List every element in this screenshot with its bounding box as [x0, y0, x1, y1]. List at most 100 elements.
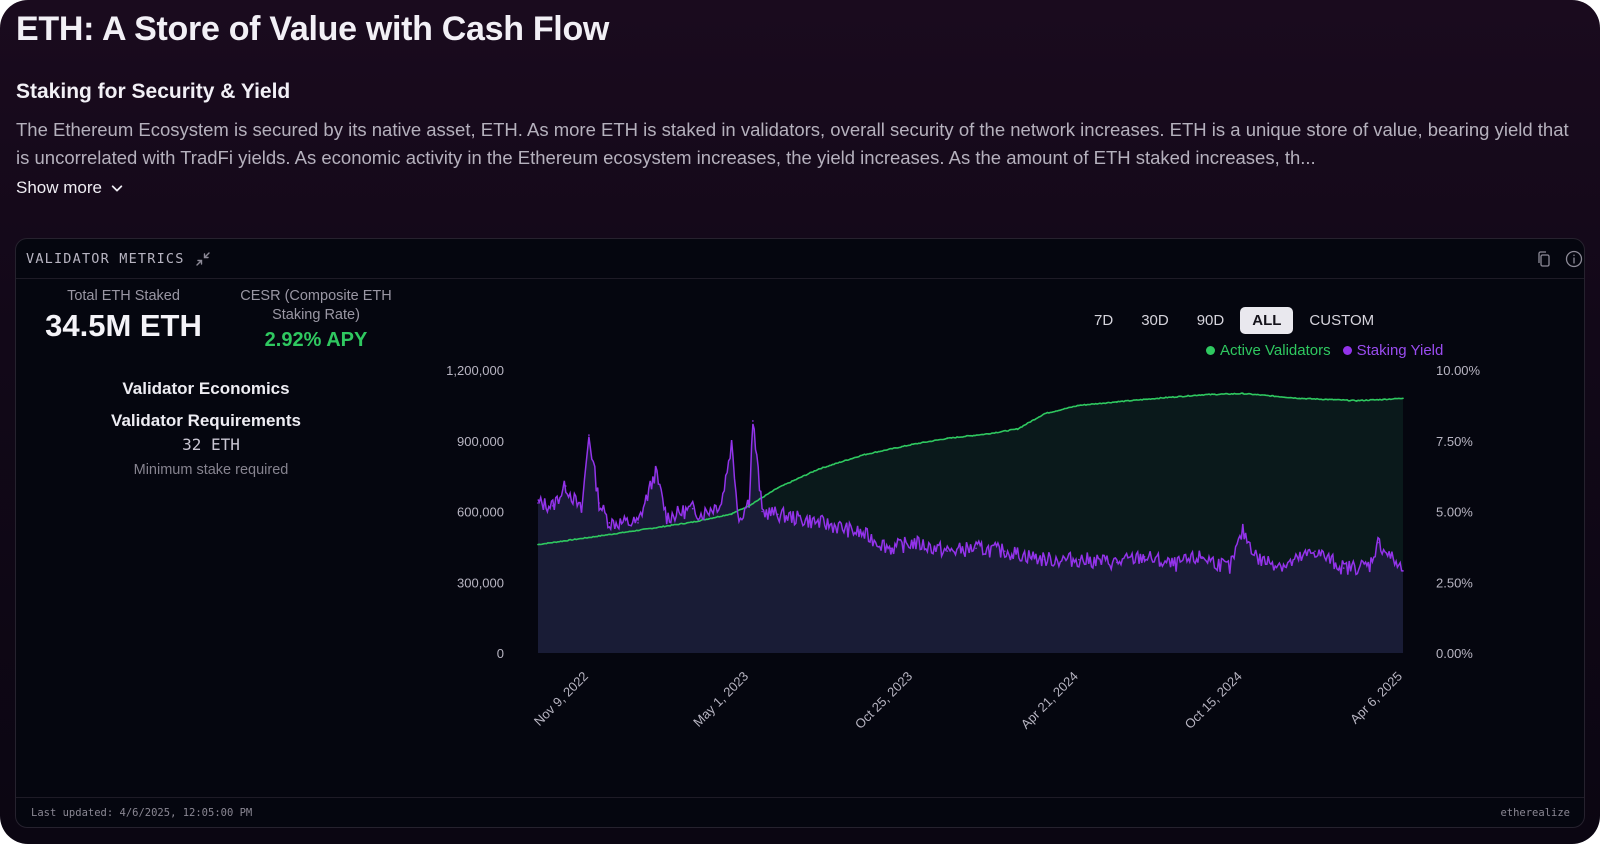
- range-button-all[interactable]: ALL: [1240, 307, 1294, 334]
- yield-point: [700, 513, 702, 516]
- legend-label-validators: Active Validators: [1220, 342, 1331, 359]
- yield-point: [1342, 567, 1345, 569]
- yield-point: [752, 420, 754, 422]
- validators-point: [748, 504, 750, 507]
- yield-point: [1201, 555, 1203, 558]
- yield-point: [1314, 550, 1316, 552]
- yield-point: [1402, 570, 1404, 572]
- validators-point: [730, 513, 733, 515]
- right-axis-tick-label: 2.50%: [1436, 575, 1473, 590]
- yield-point: [1030, 555, 1033, 558]
- validators-point: [1402, 397, 1404, 400]
- yield-point: [946, 550, 949, 552]
- yield-point: [1257, 558, 1260, 561]
- validators-point: [912, 443, 914, 446]
- validators-point: [1201, 393, 1203, 396]
- validators-point: [777, 487, 779, 489]
- validators-point: [988, 432, 990, 435]
- validators-point: [1327, 398, 1329, 401]
- right-axis-tick-label: 0.00%: [1436, 646, 1473, 661]
- section-title: Staking for Security & Yield: [16, 80, 291, 103]
- legend-label-yield: Staking Yield: [1356, 342, 1444, 359]
- active-validators-line: [537, 392, 1404, 546]
- yield-point: [580, 510, 583, 513]
- legend-item-validators[interactable]: Active Validators: [1206, 342, 1331, 359]
- yield-point: [665, 516, 668, 518]
- validator-requirements-title: Validator Requirements: [111, 411, 301, 430]
- yield-point: [833, 524, 836, 527]
- requirement-value: 32 ETH: [182, 435, 240, 454]
- validators-point: [862, 454, 864, 456]
- x-axis-tick-label: Oct 25, 2023: [852, 669, 915, 732]
- cesr-value: 2.92% APY: [264, 329, 368, 351]
- right-axis-tick-label: 7.50%: [1436, 434, 1473, 449]
- range-button-30d[interactable]: 30D: [1141, 312, 1169, 329]
- card-header: VALIDATOR METRICS: [16, 239, 1584, 279]
- yield-point: [730, 442, 733, 445]
- validator-chart: 0 300,000 600,000 900,000 1,200,000 0.00% 2.50…: [446, 363, 1481, 732]
- yield-point: [862, 533, 864, 535]
- chart-legend: Active Validators Staking Yield: [1206, 342, 1443, 359]
- validators-point: [537, 543, 539, 546]
- yield-point: [738, 519, 740, 521]
- section-description: The Ethereum Ecosystem is secured by its…: [16, 119, 1569, 168]
- left-axis-tick-label: 600,000: [457, 505, 504, 520]
- yield-point: [637, 522, 639, 524]
- validators-point: [1298, 397, 1301, 400]
- header-actions: [1534, 249, 1584, 269]
- validators-point: [1241, 392, 1244, 395]
- total-staked-value: 34.5M ETH: [45, 308, 202, 343]
- yield-point: [1229, 567, 1231, 569]
- cesr-label-line2: Staking Rate): [272, 307, 360, 323]
- validators-point: [817, 468, 820, 470]
- yield-point: [1003, 550, 1006, 552]
- yield-point: [654, 471, 657, 473]
- yield-point: [804, 519, 807, 521]
- legend-dot-validators: [1206, 346, 1215, 355]
- copy-icon[interactable]: [1534, 249, 1554, 269]
- yield-point: [761, 510, 763, 513]
- card-footer: Last updated: 4/6/2025, 12:05:00 PM ethe…: [16, 797, 1584, 827]
- right-axis-tick-label: 10.00%: [1436, 363, 1481, 378]
- yield-point: [912, 541, 914, 544]
- validators-point: [1355, 399, 1358, 402]
- staking-yield-line: [537, 423, 1404, 576]
- show-more-button[interactable]: Show more: [16, 178, 124, 198]
- validators-point: [588, 536, 590, 539]
- collapse-icon[interactable]: [195, 251, 211, 267]
- left-axis-tick-label: 0: [497, 646, 504, 661]
- last-updated: Last updated: 4/6/2025, 12:05:00 PM: [31, 807, 253, 819]
- validators-point: [637, 529, 639, 532]
- yield-point: [975, 547, 977, 550]
- yield-point: [1116, 561, 1118, 564]
- staking-yield-area: [538, 423, 1403, 653]
- requirement-note: Minimum stake required: [133, 462, 289, 478]
- yield-point: [777, 513, 779, 516]
- validators-point: [1116, 401, 1118, 403]
- x-axis-tick-label: Apr 21, 2024: [1018, 669, 1081, 732]
- yield-point: [552, 505, 554, 507]
- validators-point: [1156, 397, 1159, 400]
- validators-point: [691, 521, 694, 523]
- range-button-custom[interactable]: CUSTOM: [1309, 312, 1375, 329]
- range-button-90d[interactable]: 90D: [1196, 312, 1225, 329]
- range-button-7d[interactable]: 7D: [1094, 312, 1114, 329]
- time-range-selector: 7D 30D 90D ALL CUSTOM: [1082, 307, 1386, 334]
- page-title: ETH: A Store of Value with Cash Flow: [16, 10, 610, 48]
- yield-point: [537, 502, 539, 504]
- cesr-label-line1: CESR (Composite ETH: [240, 288, 392, 304]
- chevron-down-icon: [111, 185, 123, 192]
- yield-point: [1241, 530, 1244, 533]
- total-staked-label: Total ETH Staked: [67, 288, 180, 304]
- validators-point: [1381, 398, 1384, 401]
- info-icon[interactable]: [1564, 249, 1584, 269]
- legend-item-yield[interactable]: Staking Yield: [1342, 342, 1444, 359]
- show-more-label: Show more: [16, 178, 102, 197]
- yield-point: [598, 502, 600, 504]
- validators-point: [1016, 428, 1019, 430]
- card-title: VALIDATOR METRICS: [26, 250, 185, 267]
- total-staked-stat: Total ETH Staked 34.5M ETH: [36, 287, 211, 344]
- yield-point: [588, 434, 590, 436]
- yield-point: [748, 499, 750, 501]
